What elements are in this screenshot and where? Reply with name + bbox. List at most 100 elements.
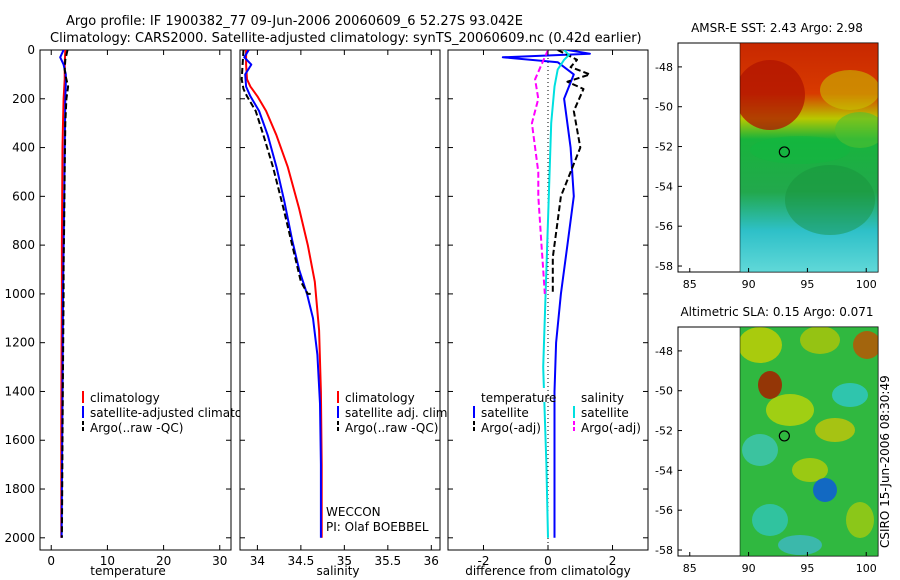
y-tick-label: 1200 xyxy=(4,336,35,350)
difference-panel: -2 0 2 difference from climatology tempera… xyxy=(447,49,649,578)
x-tick-label: 34 xyxy=(250,554,265,568)
salinity-series-group xyxy=(240,50,323,538)
x-tick-label: 0 xyxy=(544,554,552,568)
map-y-tick-label: -52 xyxy=(655,425,673,438)
sla-argo-marker xyxy=(778,430,790,442)
series-line-argo-raw-qc- xyxy=(60,50,70,538)
annotation-project: WECCON xyxy=(326,505,381,519)
sst-x-ticks: 85 90 95 100 xyxy=(683,268,877,291)
sla-patch xyxy=(778,535,822,555)
difference-x-ticks: -2 0 2 xyxy=(477,50,616,568)
sla-patch xyxy=(853,331,878,359)
salinity-xlabel: salinity xyxy=(316,564,359,578)
annotation-pi: PI: Olaf BOEBBEL xyxy=(326,520,429,534)
map-y-tick-label: -48 xyxy=(655,345,673,358)
figure-subtitle: Climatology: CARS2000. Satellite-adjuste… xyxy=(50,31,642,46)
map-y-tick-label: -50 xyxy=(655,101,673,114)
legend-label-sal-satellite: satellite xyxy=(581,406,629,420)
legend-label-climatology: climatology xyxy=(345,391,415,405)
sst-warm-core xyxy=(740,60,805,130)
sst-field xyxy=(740,43,878,272)
legend-label-temp-argo: Argo(-adj) xyxy=(481,421,541,435)
map-y-tick-label: -56 xyxy=(655,504,673,517)
map-x-tick-label: 90 xyxy=(742,278,756,291)
x-tick-label: 20 xyxy=(156,554,171,568)
salinity-y-ticks xyxy=(240,49,440,539)
legend-label-argo: Argo(..raw -QC) xyxy=(90,421,183,435)
sla-field xyxy=(740,327,878,556)
x-tick-label: 2 xyxy=(609,554,617,568)
sla-map-title: Altimetric SLA: 0.15 Argo: 0.071 xyxy=(680,305,873,319)
sla-patch xyxy=(815,418,855,442)
legend-title-temperature: temperature xyxy=(481,391,556,405)
map-x-tick-label: 100 xyxy=(856,562,877,575)
x-tick-label: 30 xyxy=(212,554,227,568)
sla-patch xyxy=(846,502,874,538)
sst-front xyxy=(750,136,850,164)
salinity-legend: climatology satellite adj. clim. Argo(..… xyxy=(337,391,451,435)
x-tick-label: 35.5 xyxy=(374,554,401,568)
x-tick-label: 34.5 xyxy=(288,554,315,568)
sla-field-border xyxy=(739,326,879,557)
series-line-satellite-adj-clim- xyxy=(243,50,322,538)
map-y-tick-label: -52 xyxy=(655,141,673,154)
y-tick-label: 1600 xyxy=(4,433,35,447)
x-tick-label: 35 xyxy=(337,554,352,568)
map-x-tick-label: 95 xyxy=(800,278,814,291)
map-y-tick-label: -58 xyxy=(655,544,673,557)
salinity-panel: 34 34.5 35 35.5 36 salinity climatology sate… xyxy=(239,49,451,578)
map-y-tick-label: -58 xyxy=(655,260,673,273)
sst-map-title: AMSR-E SST: 2.43 Argo: 2.98 xyxy=(691,21,863,35)
salinity-x-ticks: 34 34.5 35 35.5 36 xyxy=(250,50,439,568)
series-line-temperature-satellite xyxy=(501,50,591,538)
legend-title-salinity: salinity xyxy=(581,391,624,405)
sla-patch xyxy=(752,504,788,536)
legend-label-satellite: satellite-adjusted climatology xyxy=(90,406,268,420)
map-x-tick-label: 90 xyxy=(742,562,756,575)
y-tick-label: 400 xyxy=(12,141,35,155)
legend-label-climatology: climatology xyxy=(90,391,160,405)
sla-patch xyxy=(740,327,782,363)
y-tick-label: 200 xyxy=(12,92,35,106)
map-y-tick-label: -48 xyxy=(655,61,673,74)
temperature-xlabel: temperature xyxy=(90,564,165,578)
sla-x-ticks: 85 90 95 100 xyxy=(683,552,877,575)
temperature-legend: climatology satellite-adjusted climatolo… xyxy=(82,391,268,435)
salinity-axes-box xyxy=(239,49,441,551)
sla-y-ticks: -48 -50 -52 -54 -56 -58 xyxy=(655,345,682,557)
y-tick-label: 0 xyxy=(27,43,35,57)
map-y-tick-label: -54 xyxy=(655,180,673,193)
sla-patch xyxy=(813,478,837,502)
sla-patch xyxy=(800,327,840,354)
temperature-series-group xyxy=(59,50,70,538)
side-stamp: CSIRO 15-Jun-2006 08:30:49 xyxy=(878,375,892,548)
temperature-panel: 0 10 20 30 0 200 400 600 800 1000 1200 1400 1600 180… xyxy=(4,43,267,578)
x-tick-label: 10 xyxy=(100,554,115,568)
map-y-tick-label: -50 xyxy=(655,385,673,398)
legend-label-satellite: satellite adj. clim. xyxy=(345,406,451,420)
sla-map-panel: Altimetric SLA: 0.15 Argo: 0.071 xyxy=(655,305,879,575)
sst-green-patch xyxy=(835,112,878,148)
temperature-x-ticks: 0 10 20 30 xyxy=(47,50,227,568)
y-tick-label: 600 xyxy=(12,189,35,203)
difference-legend: temperature satellite Argo(-adj) salinit… xyxy=(473,388,641,435)
legend-label-argo: Argo(..raw -QC) xyxy=(345,421,438,435)
series-line-climatology xyxy=(60,50,67,538)
map-x-tick-label: 100 xyxy=(856,278,877,291)
y-tick-label: 2000 xyxy=(4,531,35,545)
sst-argo-marker xyxy=(778,146,790,158)
map-x-tick-label: 85 xyxy=(683,278,697,291)
sla-patch xyxy=(766,394,814,426)
difference-series-group xyxy=(501,50,591,550)
sla-patch xyxy=(832,383,868,407)
x-tick-label: 36 xyxy=(424,554,439,568)
y-tick-label: 1000 xyxy=(4,287,35,301)
temperature-y-ticks: 0 200 400 600 800 1000 1200 1400 1600 1800 2000 xyxy=(4,43,231,545)
map-y-tick-label: -54 xyxy=(655,464,673,477)
series-line-salinity-argo-adj- xyxy=(530,50,549,294)
series-line-salinity-satellite xyxy=(542,50,570,538)
sst-map-panel: AMSR-E SST: 2.43 Argo: 2.98 85 90 95 100 -4… xyxy=(655,21,879,291)
x-tick-label: -2 xyxy=(477,554,489,568)
